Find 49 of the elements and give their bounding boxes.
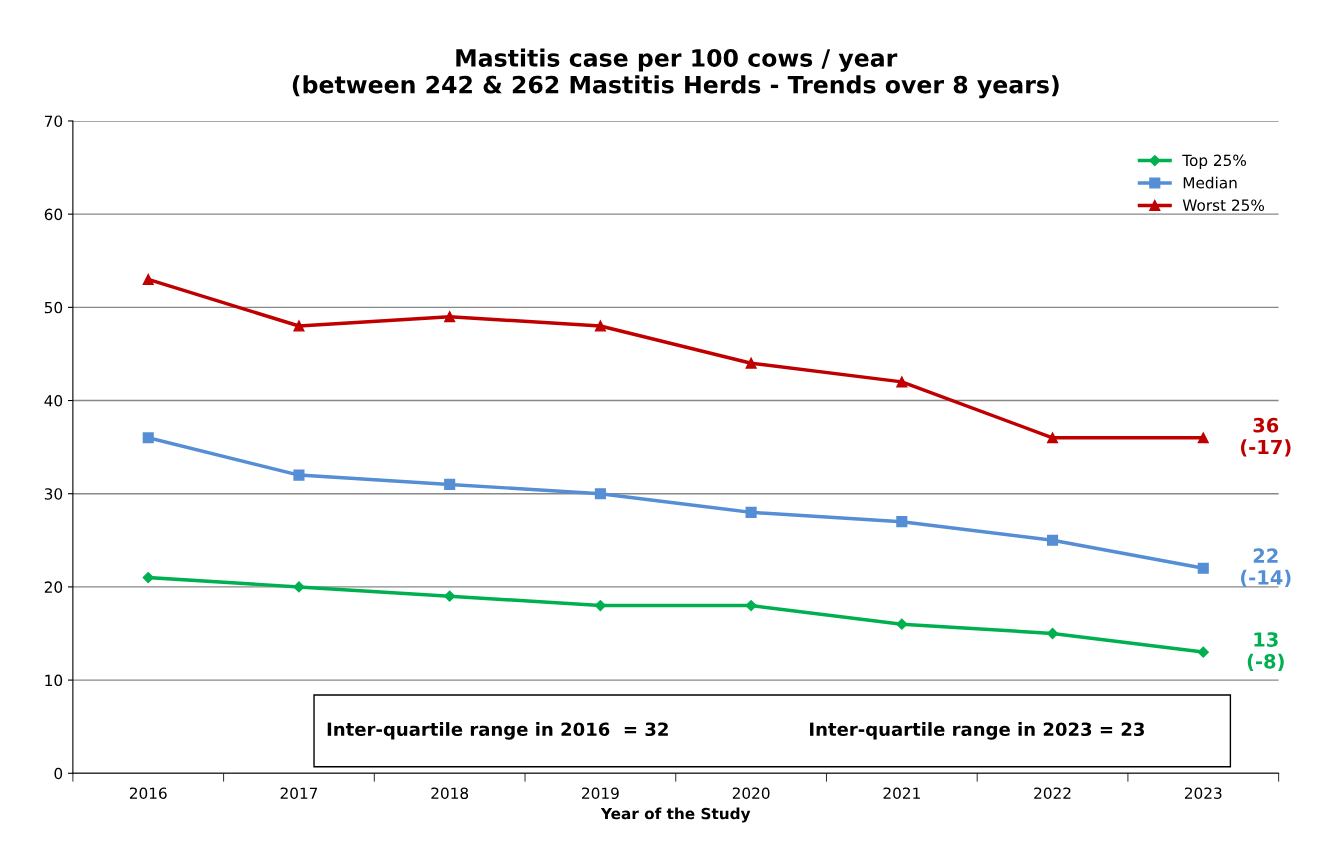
point [293, 469, 305, 481]
point [142, 432, 154, 444]
point [444, 311, 456, 323]
point [1197, 646, 1209, 658]
point [594, 599, 606, 612]
point [142, 571, 154, 584]
point [1197, 562, 1209, 574]
chart-title: Mastitis case per 100 cows / year (between 242 & 262 Mastitis Herds - Trends over 8 years) [292, 48, 1059, 99]
point [293, 320, 305, 332]
x-tick-label: 2021 [883, 787, 920, 799]
point [896, 618, 908, 630]
annotation: 36 (-17) [1240, 417, 1291, 457]
point [1046, 432, 1059, 444]
point [745, 357, 757, 369]
legend-label: Worst 25% [1182, 199, 1265, 211]
point [594, 320, 606, 332]
point [745, 599, 757, 612]
point [1197, 432, 1209, 444]
point [896, 516, 908, 528]
x-axis-title: Year of the Study [600, 807, 751, 823]
x-tick-label: 2023 [1184, 787, 1222, 799]
point [444, 590, 456, 602]
legend-label: Top 25% [1182, 154, 1247, 170]
annotation: Inter-quartile range in 2023 = 23 [810, 722, 1145, 740]
y-tick-label: 20 [44, 581, 63, 593]
point [896, 376, 908, 388]
x-tick-label: 2022 [1034, 787, 1071, 799]
legend-label: Median [1183, 176, 1237, 189]
x-tick-label: 2018 [431, 787, 469, 799]
point [142, 273, 154, 285]
point [293, 581, 305, 593]
y-tick-label: 0 [54, 767, 63, 780]
y-tick-label: 70 [44, 115, 63, 127]
point [594, 488, 606, 500]
y-tick-label: 50 [44, 301, 63, 314]
y-tick-label: 40 [44, 394, 63, 407]
point [1046, 534, 1059, 546]
annotation: 22 (-14) [1240, 548, 1291, 588]
x-tick-label: 2016 [129, 787, 167, 799]
y-tick-label: 30 [44, 488, 63, 500]
x-tick-label: 2019 [582, 787, 619, 799]
annotation: Inter-quartile range in 2016 = 32 [327, 722, 668, 740]
x-tick-label: 2020 [732, 787, 770, 799]
point [745, 506, 757, 518]
y-tick-label: 10 [45, 674, 63, 687]
annotation: 13 (-8) [1247, 632, 1284, 671]
point [444, 478, 456, 490]
y-tick-label: 60 [44, 208, 63, 221]
x-tick-label: 2017 [280, 787, 318, 799]
